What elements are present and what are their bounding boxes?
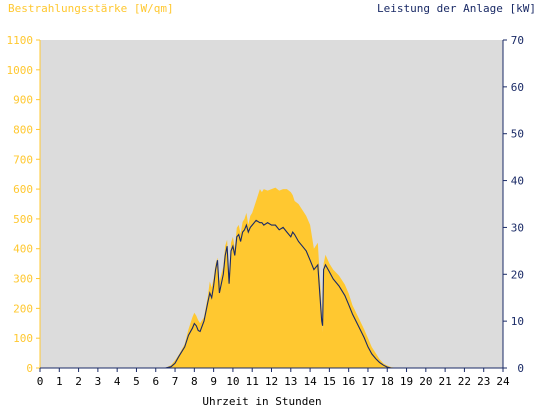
right-tick-label: 20 bbox=[511, 268, 524, 281]
right-axis-ticks: 0 10 20 30 40 50 60 70 bbox=[503, 34, 524, 375]
right-tick-label: 40 bbox=[511, 175, 524, 188]
irradiance-area bbox=[40, 187, 503, 368]
x-tick-label: 3 bbox=[95, 375, 102, 388]
x-axis-label: Uhrzeit in Stunden bbox=[202, 395, 321, 408]
x-tick-label: 21 bbox=[439, 375, 452, 388]
left-tick-label: 100 bbox=[13, 332, 33, 345]
x-tick-label: 16 bbox=[342, 375, 355, 388]
x-tick-label: 7 bbox=[172, 375, 179, 388]
left-tick-label: 900 bbox=[13, 94, 33, 107]
left-tick-label: 300 bbox=[13, 273, 33, 286]
x-tick-label: 22 bbox=[458, 375, 471, 388]
right-tick-label: 60 bbox=[511, 81, 524, 94]
left-axis-title: Bestrahlungsstärke [W/qm] bbox=[8, 2, 174, 15]
left-tick-label: 500 bbox=[13, 213, 33, 226]
left-tick-label: 400 bbox=[13, 243, 33, 256]
x-tick-label: 10 bbox=[226, 375, 239, 388]
x-tick-label: 1 bbox=[56, 375, 63, 388]
x-tick-label: 9 bbox=[210, 375, 217, 388]
x-tick-label: 23 bbox=[477, 375, 490, 388]
right-tick-label: 70 bbox=[511, 34, 524, 47]
x-tick-label: 8 bbox=[191, 375, 198, 388]
x-tick-label: 6 bbox=[152, 375, 159, 388]
power-line bbox=[40, 219, 503, 369]
x-tick-label: 0 bbox=[37, 375, 44, 388]
x-tick-label: 15 bbox=[323, 375, 336, 388]
x-tick-label: 12 bbox=[265, 375, 278, 388]
left-axis-ticks: 0 100 200 300 400 500 600 700 800 900 1000 1100 bbox=[7, 34, 40, 375]
x-tick-label: 5 bbox=[133, 375, 140, 388]
x-tick-label: 13 bbox=[284, 375, 297, 388]
x-tick-label: 18 bbox=[381, 375, 394, 388]
left-tick-label: 800 bbox=[13, 123, 33, 136]
x-tick-label: 20 bbox=[419, 375, 432, 388]
x-tick-label: 24 bbox=[496, 375, 510, 388]
x-axis-ticks: 0 1 2 3 4 5 6 7 8 9 10 11 12 13 14 15 16 17 18 19 20 21 22 23 24 bbox=[37, 368, 510, 388]
x-tick-label: 11 bbox=[246, 375, 259, 388]
right-axis-title: Leistung der Anlage [kW] bbox=[377, 2, 536, 15]
x-tick-label: 2 bbox=[75, 375, 82, 388]
left-tick-label: 700 bbox=[13, 153, 33, 166]
x-tick-label: 14 bbox=[303, 375, 317, 388]
right-tick-label: 10 bbox=[511, 315, 524, 328]
x-tick-label: 17 bbox=[361, 375, 374, 388]
right-tick-label: 0 bbox=[517, 362, 524, 375]
left-tick-label: 600 bbox=[13, 183, 33, 196]
left-tick-label: 1100 bbox=[7, 34, 34, 47]
x-tick-label: 19 bbox=[400, 375, 413, 388]
right-tick-label: 50 bbox=[511, 128, 524, 141]
left-tick-label: 1000 bbox=[7, 64, 34, 77]
right-tick-label: 30 bbox=[511, 221, 524, 234]
left-tick-label: 200 bbox=[13, 302, 33, 315]
left-tick-label: 0 bbox=[26, 362, 33, 375]
x-tick-label: 4 bbox=[114, 375, 121, 388]
